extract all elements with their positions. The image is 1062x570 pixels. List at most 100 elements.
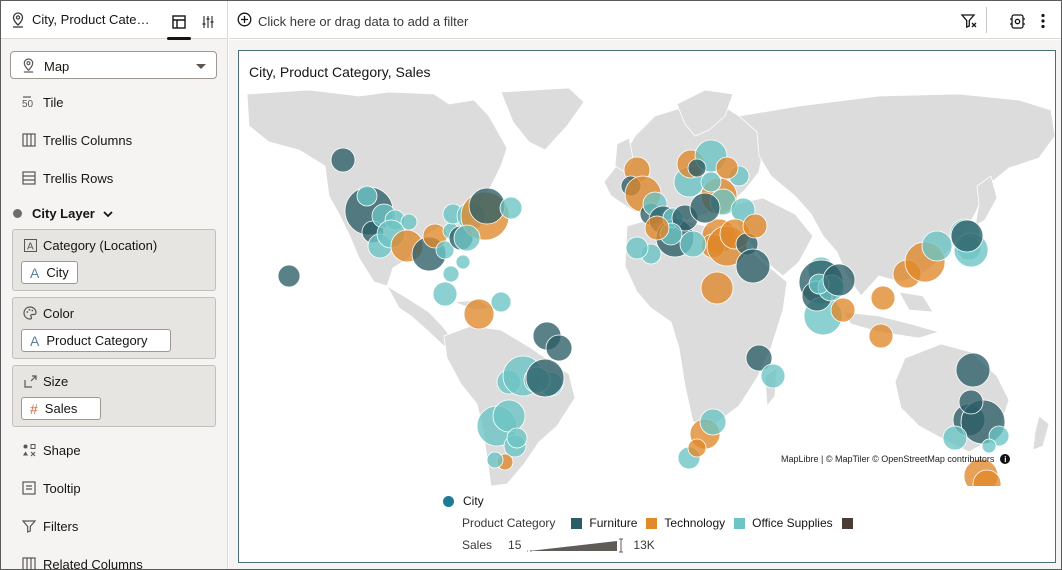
city-bubble[interactable]: [644, 215, 670, 241]
add-filter-button[interactable]: Click here or drag data to add a filter: [237, 12, 468, 30]
legend-layer-dot: [443, 495, 454, 507]
city-bubble[interactable]: [870, 285, 896, 311]
kebab-menu-icon: [1041, 13, 1045, 29]
city-bubble[interactable]: [432, 281, 458, 307]
city-bubble[interactable]: [492, 399, 526, 433]
world-map[interactable]: [239, 86, 1055, 486]
layout-icon: [172, 15, 186, 29]
layer-header[interactable]: City Layer: [13, 206, 113, 221]
city-bubble[interactable]: [356, 185, 378, 207]
city-bubble[interactable]: [442, 265, 460, 283]
city-pill-label: City: [46, 265, 69, 280]
city-bubble[interactable]: [955, 352, 991, 388]
palette-icon: [23, 306, 37, 320]
city-bubble[interactable]: [950, 219, 984, 253]
city-bubble[interactable]: [277, 264, 301, 288]
category-well[interactable]: A Category (Location) A City: [12, 229, 216, 291]
city-bubble[interactable]: [468, 187, 506, 225]
canvas-area: City, Product Category, Sales: [229, 40, 1061, 569]
filter-settings-button[interactable]: [957, 9, 981, 33]
city-bubble[interactable]: [625, 236, 649, 260]
city-bubble[interactable]: [742, 213, 768, 239]
info-icon[interactable]: i: [1000, 454, 1011, 464]
legend-entry-label: Furniture: [589, 516, 638, 530]
city-bubble[interactable]: [486, 451, 504, 469]
city-bubble[interactable]: [330, 147, 356, 173]
layer-settings-button[interactable]: [1005, 9, 1029, 33]
size-well[interactable]: Size # Sales: [12, 365, 216, 427]
size-icon: [23, 374, 37, 388]
grammar-tile-label: Tile: [43, 94, 64, 110]
map-view[interactable]: [239, 86, 1055, 486]
grammar-tab[interactable]: [166, 9, 192, 40]
grammar-related-columns-label: Related Columns: [43, 556, 143, 570]
city-bubble[interactable]: [525, 358, 565, 398]
city-bubble[interactable]: [687, 158, 707, 178]
legend-layer-label: City: [463, 494, 484, 508]
city-bubble[interactable]: [822, 263, 856, 297]
legend-size-title: Sales: [462, 538, 493, 552]
grammar-trellis-columns[interactable]: Trellis Columns: [21, 130, 132, 150]
city-bubble[interactable]: [830, 297, 856, 323]
city-bubble[interactable]: [545, 334, 573, 362]
grammar-tooltip[interactable]: Tooltip: [21, 478, 81, 498]
visualization-type-value: Map: [44, 59, 70, 74]
legend-entry[interactable]: Furniture: [571, 516, 637, 530]
city-bubble[interactable]: [700, 271, 734, 305]
city-bubble[interactable]: [958, 389, 984, 415]
legend-entry[interactable]: Technology: [646, 516, 725, 530]
city-bubble[interactable]: [435, 240, 455, 260]
grammar-tile[interactable]: 50 Tile: [21, 92, 63, 112]
city-pill[interactable]: A City: [21, 261, 78, 284]
grammar-related-columns[interactable]: Related Columns: [21, 554, 143, 569]
city-bubble[interactable]: [745, 344, 773, 372]
legend-entry[interactable]: [841, 517, 860, 529]
legend-color: Product Category Furniture Technology Of…: [462, 516, 869, 530]
city-bubble[interactable]: [687, 438, 707, 458]
legend-entry[interactable]: Office Supplies: [734, 516, 833, 530]
grammar-shape[interactable]: Shape: [21, 440, 81, 460]
product-category-pill-label: Product Category: [46, 333, 148, 348]
visualization-card[interactable]: City, Product Category, Sales: [238, 50, 1056, 563]
legend-layer[interactable]: City: [443, 494, 484, 508]
city-bubble[interactable]: [699, 408, 727, 436]
product-category-pill[interactable]: A Product Category: [21, 329, 171, 352]
measure-hash-icon: #: [30, 400, 38, 417]
city-bubble[interactable]: [689, 192, 721, 224]
tooltip-icon: [21, 480, 37, 496]
city-bubbles: [277, 139, 1010, 486]
filter-x-icon: [961, 14, 977, 28]
grammar-trellis-rows[interactable]: Trellis Rows: [21, 168, 113, 188]
more-actions-button[interactable]: [1031, 9, 1055, 33]
properties-tab[interactable]: [195, 9, 221, 35]
grammar-filters-label: Filters: [43, 518, 79, 534]
svg-text:50: 50: [22, 99, 34, 109]
trellis-rows-icon: [21, 170, 37, 186]
city-bubble[interactable]: [981, 438, 997, 454]
city-bubble[interactable]: [715, 156, 739, 180]
grammar-shape-label: Shape: [43, 442, 81, 458]
city-bubble[interactable]: [700, 171, 722, 193]
city-bubble[interactable]: [490, 291, 512, 313]
city-bubble[interactable]: [942, 425, 968, 451]
city-bubble[interactable]: [463, 298, 495, 330]
chevron-down-icon[interactable]: [103, 206, 113, 221]
legend-swatch: [646, 517, 658, 529]
city-bubble[interactable]: [506, 427, 528, 449]
sliders-icon: [202, 16, 214, 28]
city-bubble[interactable]: [921, 230, 953, 262]
city-bubble[interactable]: [453, 224, 481, 252]
city-bubble[interactable]: [455, 254, 471, 270]
city-bubble[interactable]: [679, 230, 707, 258]
attribute-a-icon: A: [30, 332, 40, 349]
city-bubble[interactable]: [868, 323, 894, 349]
legend-entry-label: Office Supplies: [752, 516, 833, 530]
color-well[interactable]: Color A Product Category: [12, 297, 216, 359]
city-bubble[interactable]: [735, 248, 771, 284]
sales-pill[interactable]: # Sales: [21, 397, 101, 420]
visualization-type-select[interactable]: Map: [10, 51, 217, 79]
grammar-filters[interactable]: Filters: [21, 516, 78, 536]
city-bubble[interactable]: [499, 196, 523, 220]
city-bubble[interactable]: [972, 469, 1002, 486]
city-bubble[interactable]: [760, 363, 786, 389]
